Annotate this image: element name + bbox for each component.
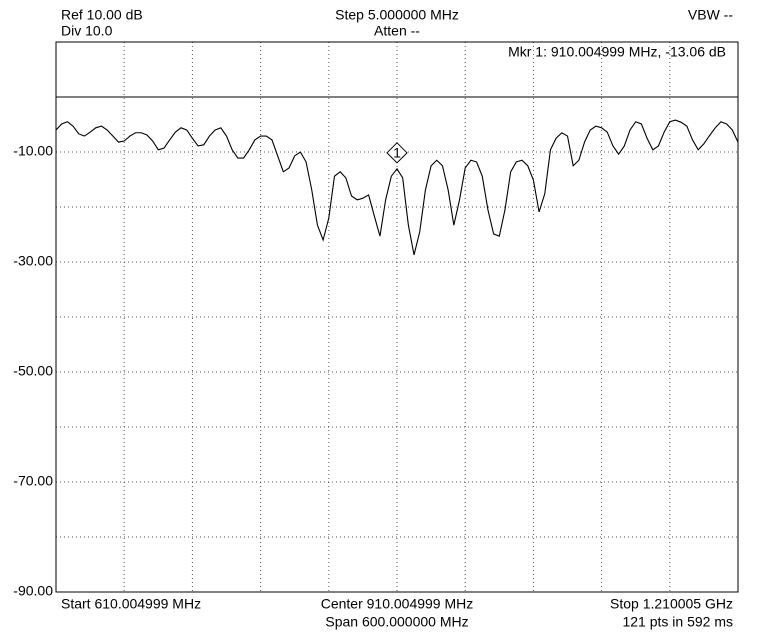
stop-frequency: Stop 1.210005 GHz [610,596,733,612]
center-frequency: Center 910.004999 MHz [321,596,474,612]
y-tick-label: -50.00 [13,363,53,379]
ref-level: Ref 10.00 dB [61,7,143,23]
start-frequency: Start 610.004999 MHz [61,596,201,612]
sweep-info: 121 pts in 592 ms [622,614,733,630]
y-tick-label: -30.00 [13,253,53,269]
y-tick-label: -90.00 [13,583,53,599]
division: Div 10.0 [61,23,113,39]
marker-diamond [386,142,408,164]
trace [55,119,739,255]
vbw: VBW -- [688,7,733,23]
step: Step 5.000000 MHz [335,7,459,23]
plot-frame [55,41,739,593]
span: Span 600.000000 MHz [325,614,468,630]
y-tick-label: -10.00 [13,143,53,159]
y-tick-label: -70.00 [13,473,53,489]
marker-label: 1 [393,145,401,161]
attenuation: Atten -- [374,23,420,39]
marker-readout: Mkr 1: 910.004999 MHz, -13.06 dB [508,44,726,60]
